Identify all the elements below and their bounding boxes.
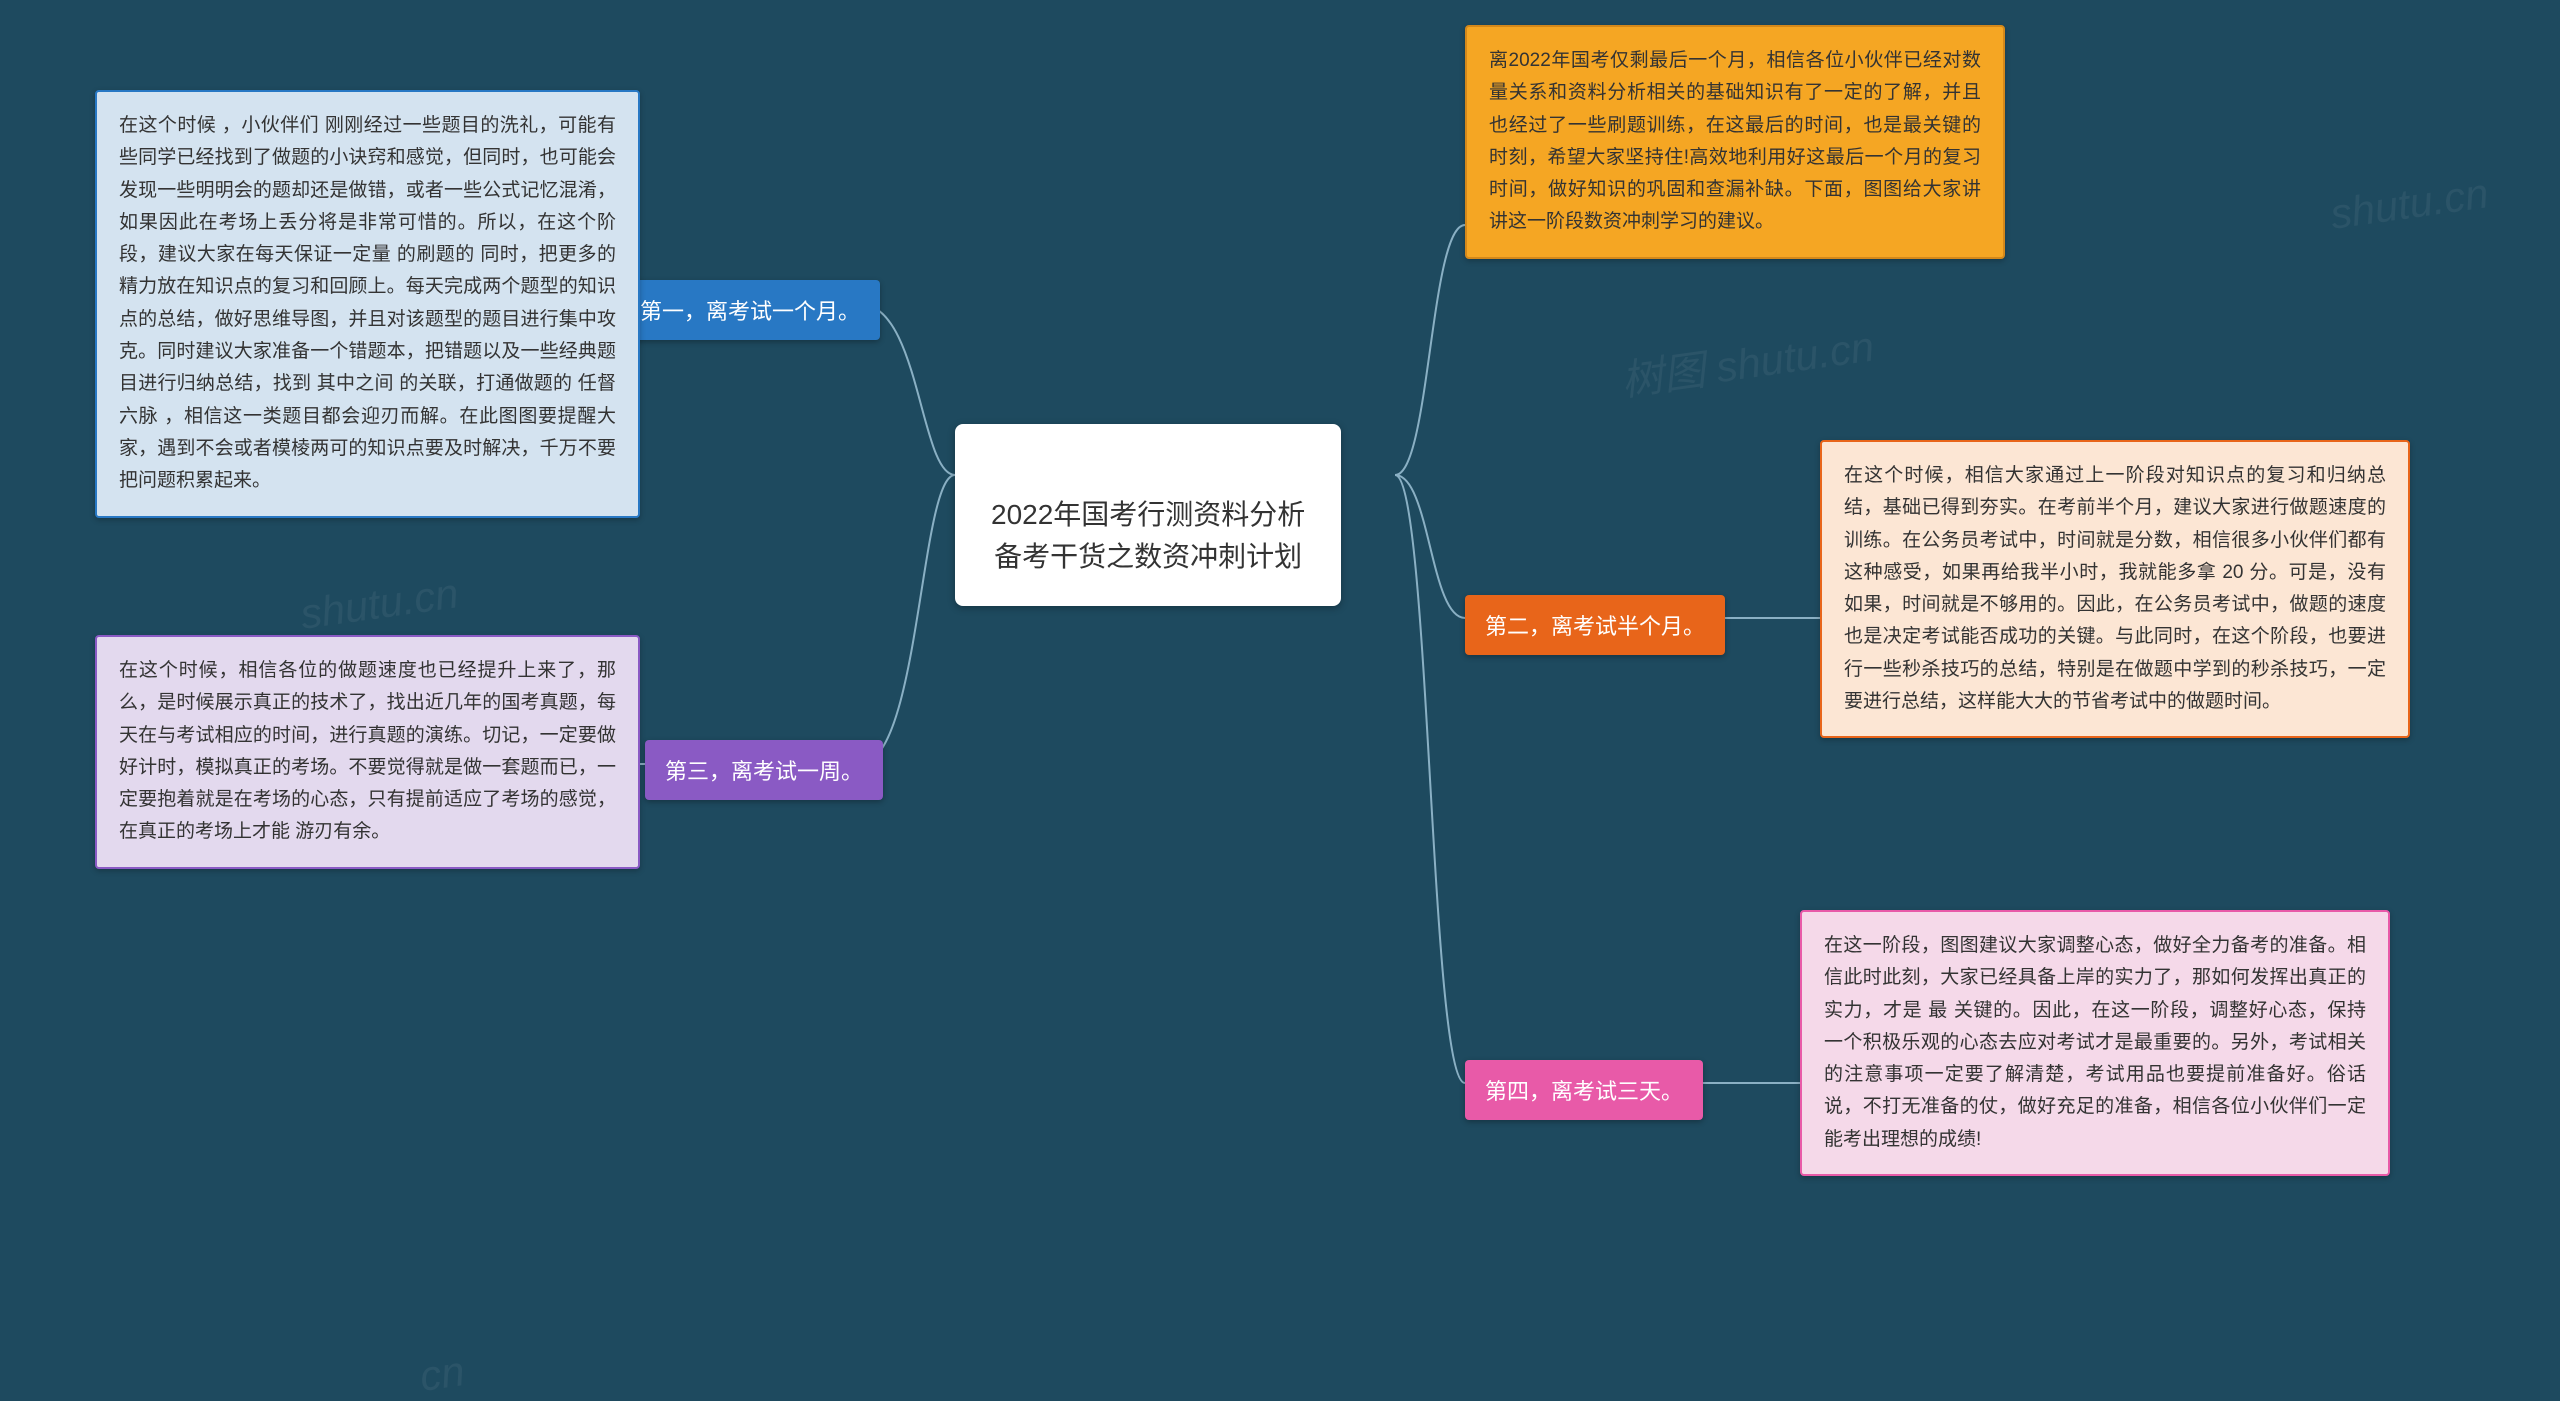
branch-label-third: 第三，离考试一周。 xyxy=(645,740,883,800)
watermark: 树图 shutu.cn xyxy=(1617,313,1877,409)
branch-label-text: 第一，离考试一个月。 xyxy=(640,299,860,324)
branch-label-text: 第二，离考试半个月。 xyxy=(1485,614,1705,639)
detail-node-third: 在这个时候，相信各位的做题速度也已经提升上来了，那么，是时候展示真正的技术了，找… xyxy=(95,635,640,869)
detail-node-fourth: 在这一阶段，图图建议大家调整心态，做好全力备考的准备。相信此时此刻，大家已经具备… xyxy=(1800,910,2390,1176)
branch-label-first: 第一，离考试一个月。 xyxy=(620,280,880,340)
detail-text: 在这一阶段，图图建议大家调整心态，做好全力备考的准备。相信此时此刻，大家已经具备… xyxy=(1824,935,2366,1150)
branch-label-text: 第三，离考试一周。 xyxy=(665,759,863,784)
center-node: 2022年国考行测资料分析 备考干货之数资冲刺计划 xyxy=(955,424,1341,606)
detail-text: 在这个时候，相信各位的做题速度也已经提升上来了，那么，是时候展示真正的技术了，找… xyxy=(119,660,616,842)
watermark: shutu.cn xyxy=(2327,169,2491,239)
watermark: shutu.cn xyxy=(297,569,461,639)
detail-node-intro: 离2022年国考仅剩最后一个月，相信各位小伙伴已经对数量关系和资料分析相关的基础… xyxy=(1465,25,2005,259)
detail-node-second: 在这个时候，相信大家通过上一阶段对知识点的复习和归纳总结，基础已得到夯实。在考前… xyxy=(1820,440,2410,738)
detail-text: 在这个时候 ，小伙伴们 刚刚经过一些题目的洗礼，可能有些同学已经找到了做题的小诀… xyxy=(119,115,616,491)
watermark: cn xyxy=(417,1347,468,1401)
detail-text: 离2022年国考仅剩最后一个月，相信各位小伙伴已经对数量关系和资料分析相关的基础… xyxy=(1489,50,1981,232)
detail-node-first: 在这个时候 ，小伙伴们 刚刚经过一些题目的洗礼，可能有些同学已经找到了做题的小诀… xyxy=(95,90,640,518)
center-text: 2022年国考行测资料分析 备考干货之数资冲刺计划 xyxy=(991,499,1305,572)
branch-label-fourth: 第四，离考试三天。 xyxy=(1465,1060,1703,1120)
branch-label-text: 第四，离考试三天。 xyxy=(1485,1079,1683,1104)
detail-text: 在这个时候，相信大家通过上一阶段对知识点的复习和归纳总结，基础已得到夯实。在考前… xyxy=(1844,465,2386,712)
branch-label-second: 第二，离考试半个月。 xyxy=(1465,595,1725,655)
